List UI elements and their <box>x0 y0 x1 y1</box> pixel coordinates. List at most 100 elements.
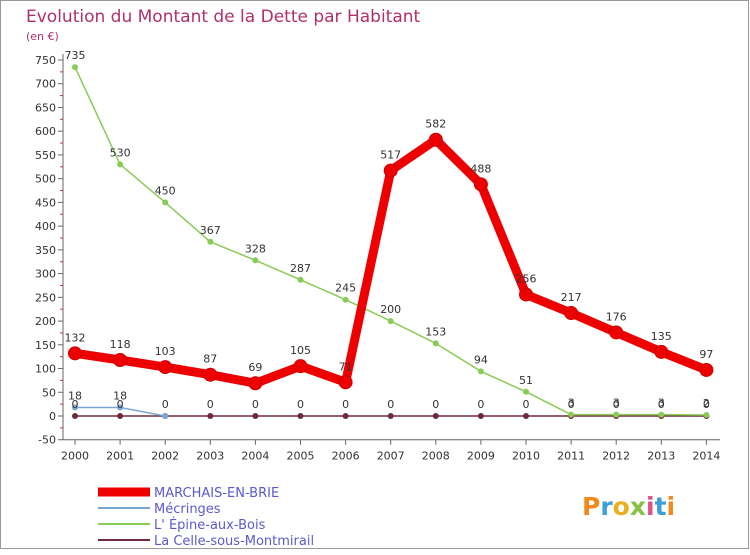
data-point <box>568 411 575 418</box>
data-point <box>523 388 529 395</box>
data-label: 530 <box>110 146 131 159</box>
x-tick-label: 2004 <box>241 450 269 463</box>
data-label: 3 <box>658 397 665 410</box>
data-point <box>252 413 259 419</box>
data-label: 0 <box>613 398 620 411</box>
data-point <box>113 352 128 367</box>
data-point <box>564 305 579 320</box>
data-label: 256 <box>516 272 537 285</box>
x-tick-label: 2008 <box>422 450 450 463</box>
logo-letter: x <box>630 492 646 521</box>
data-label: 135 <box>651 330 672 343</box>
data-label: 176 <box>606 310 627 323</box>
data-label: 488 <box>470 162 491 175</box>
data-label: 0 <box>568 398 575 411</box>
data-label: 0 <box>342 398 349 411</box>
x-tick-label: 2000 <box>61 450 89 463</box>
data-point <box>68 346 82 361</box>
data-point <box>477 413 484 419</box>
legend-label-celle: La Celle-sous-Montmirail <box>154 534 314 549</box>
x-tick-label: 2009 <box>467 450 495 463</box>
y-tick-label: 700 <box>35 78 56 91</box>
y-tick-label: 250 <box>35 291 56 304</box>
data-point <box>338 375 353 390</box>
data-point <box>297 276 304 283</box>
legend-label-epine: L' Épine-aux-Bois <box>154 517 266 533</box>
data-label: 97 <box>699 348 713 361</box>
data-point <box>432 340 439 347</box>
data-label: 18 <box>113 389 127 402</box>
y-tick-label: 200 <box>35 315 56 328</box>
x-tick-label: 2001 <box>106 450 134 463</box>
axes: -500501001502002503003504004505005506006… <box>35 54 720 463</box>
data-label: 0 <box>703 398 710 411</box>
data-label: 450 <box>155 184 176 197</box>
data-point <box>252 257 259 264</box>
y-tick-label: 0 <box>49 410 56 423</box>
logo-letter: P <box>582 492 600 521</box>
data-point <box>387 413 394 419</box>
y-tick-label: 650 <box>35 101 56 114</box>
data-label: 94 <box>474 353 488 366</box>
y-tick-label: 100 <box>35 363 56 376</box>
series-lines <box>68 64 714 419</box>
data-point <box>162 413 169 419</box>
data-point <box>293 359 308 374</box>
data-label: 328 <box>245 242 266 255</box>
logo-letter: i <box>667 492 676 521</box>
data-point <box>207 238 214 245</box>
data-point <box>162 199 169 206</box>
y-tick-label: 150 <box>35 339 56 352</box>
y-tick-label: 300 <box>35 268 56 281</box>
data-point <box>72 413 78 419</box>
data-label: 3 <box>568 397 575 410</box>
data-point <box>117 413 124 419</box>
y-tick-label: 500 <box>35 173 56 186</box>
y-tick-label: 450 <box>35 196 56 209</box>
logo-letter: t <box>655 492 667 521</box>
y-tick-label: -50 <box>38 434 56 447</box>
data-point <box>72 404 78 411</box>
x-tick-label: 2012 <box>602 450 630 463</box>
x-tick-label: 2011 <box>557 450 585 463</box>
proxiti-logo: Proxiti <box>582 492 675 521</box>
legend-label-marchais: MARCHAIS-EN-BRIE <box>154 486 279 501</box>
data-label: 0 <box>207 398 214 411</box>
data-label: 367 <box>200 224 221 237</box>
data-label: 69 <box>248 361 262 374</box>
data-point <box>297 413 304 419</box>
data-label: 735 <box>65 49 86 62</box>
data-label: 2 <box>703 397 710 410</box>
x-tick-label: 2007 <box>377 450 405 463</box>
data-point <box>387 318 394 325</box>
x-tick-label: 2013 <box>647 450 675 463</box>
data-point <box>72 64 78 71</box>
data-label: 153 <box>425 325 446 338</box>
logo-letter: i <box>646 492 655 521</box>
data-label: 51 <box>519 374 533 387</box>
x-tick-label: 2002 <box>151 450 179 463</box>
data-point <box>342 413 349 419</box>
data-label: 18 <box>68 389 82 402</box>
data-label: 0 <box>432 398 439 411</box>
data-point <box>473 177 488 192</box>
x-tick-label: 2006 <box>332 450 360 463</box>
data-point <box>248 376 263 391</box>
data-point <box>477 368 484 375</box>
legend: MARCHAIS-EN-BRIE Mécringes L' Épine-aux-… <box>98 486 314 549</box>
data-label: 0 <box>658 398 665 411</box>
data-point <box>658 411 665 418</box>
logo-letter: o <box>613 492 630 521</box>
x-tick-label: 2010 <box>512 450 540 463</box>
data-label: 582 <box>425 118 446 131</box>
data-point <box>117 161 124 168</box>
data-point <box>654 344 669 359</box>
data-label: 71 <box>339 360 353 373</box>
data-label: 3 <box>613 397 620 410</box>
data-point <box>383 163 398 178</box>
data-point <box>609 325 624 340</box>
legend-label-mecringes: Mécringes <box>154 502 221 517</box>
logo-letter: r <box>600 492 613 521</box>
